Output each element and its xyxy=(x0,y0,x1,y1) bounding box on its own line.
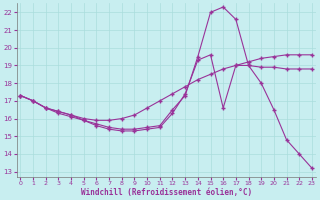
X-axis label: Windchill (Refroidissement éolien,°C): Windchill (Refroidissement éolien,°C) xyxy=(81,188,252,197)
